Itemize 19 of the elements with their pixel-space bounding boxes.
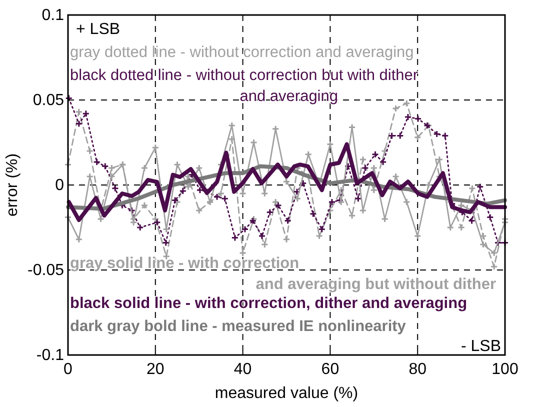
text: black solid line - with correction, dither and averaging	[70, 295, 468, 312]
text: dark gray bold line - measured IE nonlinearity	[70, 318, 406, 335]
text: gray dotted line - without correction and averaging	[70, 44, 414, 61]
y-tick-label: 0.1	[42, 7, 64, 24]
x-tick-label: 80	[408, 361, 427, 378]
x-tick-label: 100	[492, 361, 518, 378]
annotation: + LSB	[76, 21, 120, 38]
y-tick-label: 0.05	[32, 92, 64, 109]
y-axis-title: error (%)	[4, 153, 21, 217]
annotation: - LSB	[460, 338, 501, 355]
y-tick-label: 0	[55, 177, 64, 194]
series-label: gray solid line - with correction and averaging but without dither	[70, 255, 496, 293]
series-label: black dotted line - without correction but with dither and averaging	[70, 67, 418, 105]
x-tick-label: 60	[321, 361, 340, 378]
y-tick-label: -0.05	[28, 262, 64, 279]
x-tick-label: 20	[146, 361, 164, 378]
x-axis-title: measured value (%)	[214, 385, 358, 402]
x-tick-label: 40	[234, 361, 252, 378]
y-tick-label: -0.1	[36, 347, 64, 364]
